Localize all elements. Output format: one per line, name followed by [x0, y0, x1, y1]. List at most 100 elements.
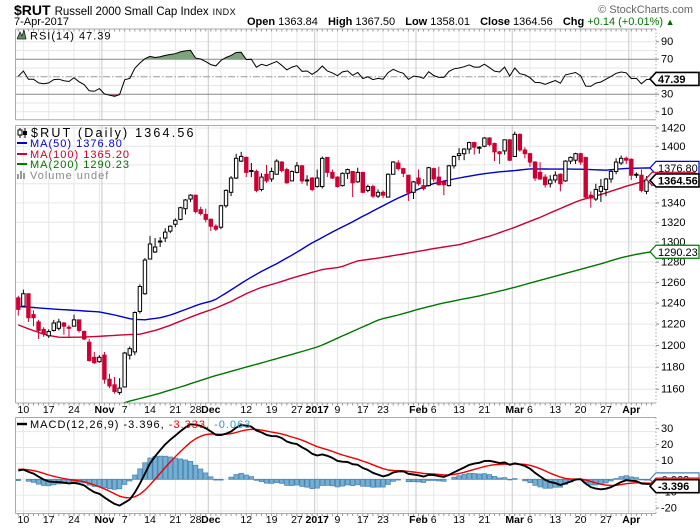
svg-text:13: 13 [549, 404, 561, 416]
ma200-legend: MA(200) 1290.23 [17, 159, 130, 171]
svg-text:13: 13 [453, 404, 465, 416]
svg-text:-20: -20 [661, 503, 677, 515]
svg-text:Apr: Apr [622, 404, 640, 416]
svg-text:23: 23 [377, 404, 389, 416]
svg-text:30: 30 [661, 89, 673, 101]
candlesticks [16, 131, 654, 395]
svg-text:1340: 1340 [661, 197, 685, 209]
low-label: Low [405, 16, 428, 28]
high-label: High [327, 16, 353, 28]
price-last-value: 1364.56 [135, 126, 196, 140]
price-legend-title: $RUT (Daily) 1364.56 [17, 126, 196, 141]
up-triangle-icon: ▲ [663, 17, 675, 27]
svg-text:13: 13 [549, 514, 561, 526]
svg-text:30: 30 [661, 423, 673, 435]
svg-text:14: 14 [144, 514, 156, 526]
ma200-value: 1290.23 [83, 159, 131, 171]
svg-text:Dec: Dec [201, 514, 220, 526]
svg-text:27: 27 [291, 404, 303, 416]
ma200-label: MA(200) [30, 159, 80, 171]
svg-text:7: 7 [122, 404, 128, 416]
svg-text:12: 12 [240, 404, 252, 416]
ma200-line-icon [17, 159, 27, 171]
rsi-legend: RSI(14) 47.39 [16, 28, 112, 43]
ma100-line-icon [17, 149, 27, 161]
rsi-indicator-icon [16, 28, 27, 43]
volume-label: Volume [30, 169, 73, 182]
svg-text:Mar: Mar [505, 404, 524, 416]
ma50-label: MA(50) [30, 138, 73, 150]
exchange-label: INDX [212, 7, 237, 17]
open-label: Open [247, 16, 276, 28]
macd-label: MACD(12,26,9) [30, 419, 120, 431]
svg-text:1290.23: 1290.23 [658, 247, 698, 259]
macd-hist-value: -0.063 [214, 419, 252, 431]
svg-text:13: 13 [453, 514, 465, 526]
svg-text:70: 70 [661, 54, 673, 66]
svg-text:17: 17 [43, 404, 55, 416]
svg-text:27: 27 [600, 514, 612, 526]
close-value: 1364.56 [513, 16, 553, 28]
price-title: $RUT (Daily) [31, 126, 130, 140]
svg-text:17: 17 [357, 404, 369, 416]
chg-value: +0.14 (+0.01%) [587, 16, 664, 28]
svg-text:17: 17 [43, 514, 55, 526]
svg-text:-3.396: -3.396 [658, 481, 689, 493]
svg-text:Mar: Mar [505, 514, 524, 526]
candlestick-icon [17, 127, 28, 141]
svg-text:Nov: Nov [95, 404, 115, 416]
svg-text:1400: 1400 [661, 141, 685, 153]
svg-text:21: 21 [170, 404, 182, 416]
svg-text:Feb: Feb [409, 514, 428, 526]
ma100-legend: MA(100) 1365.20 [17, 149, 130, 161]
high-value: 1367.50 [355, 16, 396, 28]
svg-text:1180: 1180 [661, 362, 685, 374]
svg-text:21: 21 [479, 514, 491, 526]
svg-text:1260: 1260 [661, 277, 685, 289]
svg-text:1200: 1200 [661, 340, 685, 352]
svg-text:10: 10 [661, 455, 673, 467]
svg-text:1280: 1280 [661, 257, 685, 269]
svg-text:2017: 2017 [306, 514, 330, 526]
volume-bars-icon [17, 170, 27, 182]
svg-text:21: 21 [479, 404, 491, 416]
rsi-panel-border [15, 28, 657, 121]
svg-text:28: 28 [190, 404, 202, 416]
close-label: Close [480, 16, 511, 28]
svg-text:24: 24 [68, 514, 80, 526]
svg-text:9: 9 [335, 404, 341, 416]
svg-text:27: 27 [291, 514, 303, 526]
open-value: 1363.84 [278, 16, 318, 28]
chg-label: Chg [562, 16, 585, 28]
macd-legend: MACD(12,26,9) -3.396, -3.333, -0.063 [17, 419, 251, 431]
svg-text:1364.56: 1364.56 [658, 175, 698, 187]
index-name: Russell 2000 Small Cap Index [54, 6, 209, 18]
svg-text:19: 19 [266, 404, 278, 416]
svg-text:10: 10 [661, 106, 673, 118]
rsi-label: RSI(14) [30, 30, 75, 43]
svg-text:24: 24 [68, 404, 80, 416]
svg-text:6: 6 [527, 404, 533, 416]
svg-text:23: 23 [377, 514, 389, 526]
svg-text:14: 14 [144, 404, 156, 416]
svg-text:21: 21 [170, 514, 182, 526]
svg-text:7: 7 [122, 514, 128, 526]
svg-text:47.39: 47.39 [658, 74, 686, 86]
svg-text:1220: 1220 [661, 319, 685, 331]
svg-text:Dec: Dec [201, 404, 220, 416]
right-axis-labels: 1030709011601180120012201240126012801300… [656, 36, 685, 515]
svg-text:17: 17 [357, 514, 369, 526]
macd-signal-value: -3.333, [168, 419, 211, 431]
svg-text:27: 27 [600, 404, 612, 416]
ma50-legend: MA(50) 1376.80 [17, 138, 123, 150]
svg-text:2017: 2017 [306, 404, 330, 416]
macd-line-icon [17, 419, 27, 431]
ma50-line [18, 167, 652, 321]
volume-value: undef [76, 169, 110, 182]
low-value: 1358.01 [430, 16, 470, 28]
svg-text:12: 12 [240, 514, 252, 526]
svg-text:6: 6 [431, 404, 437, 416]
svg-text:6: 6 [527, 514, 533, 526]
